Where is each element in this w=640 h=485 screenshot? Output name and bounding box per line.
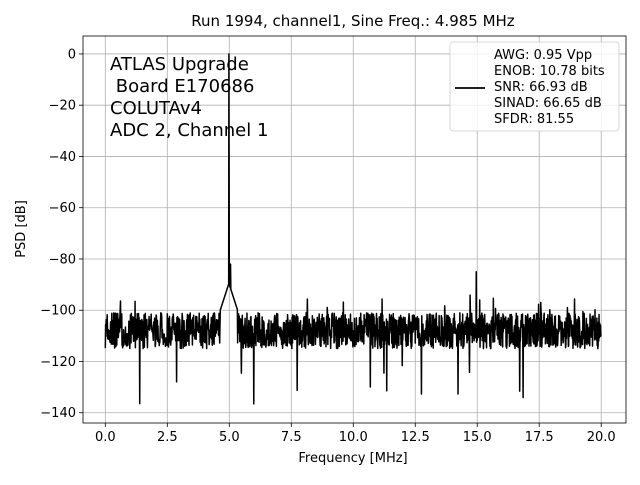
plot-frame: [82, 35, 627, 424]
y-tick-label: −20: [49, 99, 76, 114]
x-tick-label: 0.0: [95, 430, 116, 445]
y-tick-label: −120: [40, 355, 76, 370]
psd-series-line: [104, 53, 602, 405]
x-tick-label: 2.5: [157, 430, 178, 445]
legend-box: [449, 41, 620, 132]
y-tick-label: −60: [49, 201, 76, 216]
y-axis-label: PSD [dB]: [14, 200, 29, 258]
y-tick-label: −40: [49, 150, 76, 165]
annotation-line: ATLAS Upgrade: [110, 54, 249, 75]
y-tick-label: −100: [40, 304, 76, 319]
annotation-line: Board E170686: [110, 76, 254, 97]
legend-entry: SINAD: 66.65 dB: [494, 96, 602, 111]
y-tick-label: −80: [49, 252, 76, 267]
legend-entry: AWG: 0.95 Vpp: [494, 48, 592, 63]
annotation-line: ADC 2, Channel 1: [110, 120, 268, 141]
annotation-line: COLUTAv4: [110, 98, 202, 119]
x-tick-label: 17.5: [525, 430, 554, 445]
legend-entry: ENOB: 10.78 bits: [494, 64, 605, 79]
x-tick-label: 10.0: [339, 430, 368, 445]
y-tick-label: −140: [40, 406, 76, 421]
grid: [83, 36, 626, 423]
board-annotation: ATLAS Upgrade Board E170686 COLUTAv4 ADC…: [110, 54, 268, 141]
legend-entry: SNR: 66.93 dB: [494, 80, 588, 95]
x-tick-label: 7.5: [281, 430, 302, 445]
axis-ticks: 0.0 2.5 5.0 7.5 10.0 12.5 15.0 17.5 20.0 0 −20 −40 −…: [40, 47, 615, 445]
legend: AWG: 0.95 Vpp ENOB: 10.78 bits SNR: 66.9…: [449, 41, 620, 132]
x-tick-label: 12.5: [401, 430, 430, 445]
series-layer: [104, 53, 602, 405]
x-tick-label: 20.0: [587, 430, 616, 445]
y-tick-label: 0: [68, 47, 76, 62]
x-tick-label: 5.0: [219, 430, 240, 445]
x-axis-label: Frequency [MHz]: [298, 451, 407, 466]
legend-entry: SFDR: 81.55: [494, 112, 574, 127]
x-tick-label: 15.0: [463, 430, 492, 445]
chart-title: Run 1994, channel1, Sine Freq.: 4.985 MH…: [191, 12, 515, 30]
